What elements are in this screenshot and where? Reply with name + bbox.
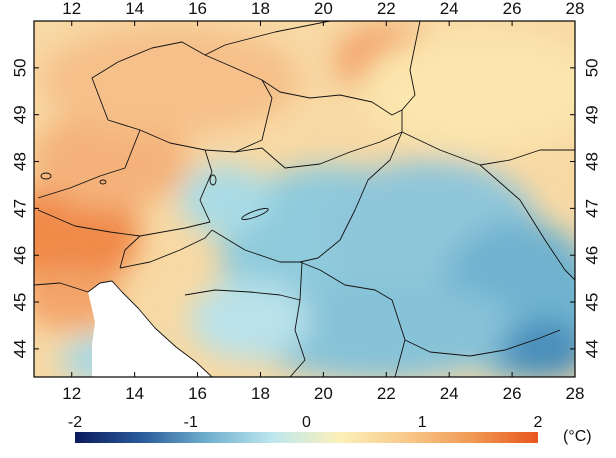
cool-region-balkan [240,280,520,377]
colorbar-tick-label: -2 [68,414,82,431]
border-austria-hungary [184,149,213,229]
border-hungary-croatia [211,229,300,263]
left-axis-ticks: 50 49 48 47 46 45 44 [11,58,39,358]
colorbar-bar [75,432,538,443]
bottom-tick-label: 22 [377,384,396,403]
border-romania-moldova [479,164,575,281]
adriatic-nodata [88,281,212,377]
bottom-tick-label: 20 [314,384,333,403]
coast-istria [87,280,213,377]
right-axis-ticks: 50 49 48 47 46 45 44 [570,58,602,358]
right-tick-label: 46 [583,246,602,265]
bottom-tick-label: 24 [440,384,459,403]
border-romania-bulgaria [404,329,561,357]
left-tick-label: 49 [11,105,30,124]
border-czech-germany [91,41,273,121]
top-tick-label: 18 [251,0,270,18]
cool-region-vienna [180,165,270,235]
colorbar-tick-label: 1 [418,414,427,431]
top-tick-label: 16 [188,0,207,18]
border-croatia-bosnia [184,261,303,301]
colorbar: -2 -1 0 1 2 (°C) [68,414,592,445]
bottom-tick-label: 12 [62,384,81,403]
border-austria-italy [37,209,186,237]
left-tick-label: 47 [11,199,30,218]
cool-region-southeast [500,320,575,377]
map-area [34,21,575,377]
left-tick-label: 50 [11,58,30,77]
warm-region-north [360,30,575,150]
lake-chiemsee [99,179,107,185]
border-hungary-romania [299,131,403,263]
colorbar-tick-labels: -2 -1 0 1 2 [68,414,543,431]
top-tick-label: 14 [125,0,144,18]
bottom-tick-label: 16 [188,384,207,403]
top-tick-label: 12 [62,0,81,18]
border-czech-slovakia [234,97,273,153]
border-italy-slovenia [119,235,141,269]
colorbar-tick-label: 0 [302,414,311,431]
right-tick-label: 48 [583,152,602,171]
top-tick-label: 22 [377,0,396,18]
colorbar-tick-label: -1 [184,414,198,431]
colorbar-tick-label: 2 [534,414,543,431]
lake-neusiedl [209,174,217,186]
colorbar-unit: (°C) [563,428,592,445]
top-tick-label: 20 [314,0,333,18]
right-tick-label: 49 [583,105,602,124]
border-bosnia-serbia [289,299,306,377]
lake-bodensee [40,172,52,180]
top-axis-ticks: 12 14 16 18 20 22 24 26 28 [62,0,584,26]
top-tick-label: 26 [503,0,522,18]
map-frame [33,20,576,378]
country-borders [34,21,575,377]
left-tick-label: 48 [11,152,30,171]
border-poland-north [204,21,331,56]
lakes [40,172,269,221]
warm-region-bohemia [40,25,300,135]
border-slovenia-croatia [119,229,213,269]
right-tick-label: 44 [583,339,602,358]
border-serbia-bulgaria [394,339,406,377]
right-tick-label: 50 [583,58,602,77]
bottom-tick-label: 26 [503,384,522,403]
lake-balaton [241,207,269,221]
coast-italy [34,282,89,293]
bottom-tick-label: 14 [125,384,144,403]
border-austria-germany [37,129,141,199]
cool-region-dinaric [190,280,310,360]
border-austria-czech [107,119,263,153]
border-romania-ukraine [401,131,575,166]
top-tick-label: 28 [566,0,585,18]
left-tick-label: 44 [11,339,30,358]
border-poland-slovakia [261,79,403,116]
right-tick-label: 45 [583,293,602,312]
border-serbia-romania [299,261,406,341]
border-poland-ukraine [401,21,421,111]
bottom-tick-label: 28 [566,384,585,403]
left-tick-label: 45 [11,293,30,312]
bottom-tick-label: 18 [251,384,270,403]
left-tick-label: 46 [11,246,30,265]
bottom-axis-ticks: 12 14 16 18 20 22 24 26 28 [62,372,584,403]
right-tick-label: 47 [583,199,602,218]
top-tick-label: 24 [440,0,459,18]
